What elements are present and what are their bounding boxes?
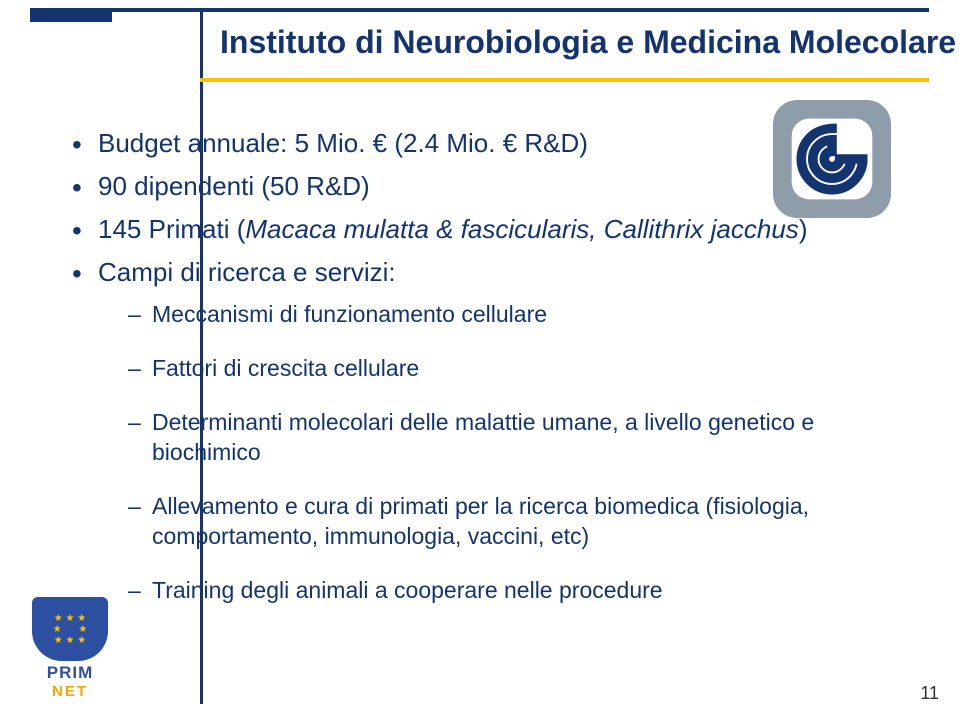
sub-bullet: Allevamento e cura di primati per la ric…	[128, 492, 899, 552]
eu-stars-icon: ★ ★ ★★ ★★ ★ ★	[32, 597, 108, 661]
logo-text-top: PRIM	[24, 663, 116, 683]
left-accent	[30, 8, 112, 22]
bullet-text: 90 dipendenti (50 R&D)	[98, 171, 370, 201]
footer-logo: ★ ★ ★★ ★★ ★ ★ PRIM NET	[24, 597, 116, 700]
content-area: Budget annuale: 5 Mio. € (2.4 Mio. € R&D…	[70, 126, 899, 630]
top-rule	[30, 8, 929, 12]
sub-bullet: Training degli animali a cooperare nelle…	[128, 576, 899, 606]
sub-bullet: Meccanismi di funzionamento cellulare	[128, 300, 899, 330]
bullet-text: Campi di ricerca e servizi:	[98, 257, 396, 287]
stars-glyph: ★ ★ ★★ ★★ ★ ★	[53, 613, 88, 646]
bullet-budget: Budget annuale: 5 Mio. € (2.4 Mio. € R&D…	[70, 126, 899, 161]
bullet-employees: 90 dipendenti (50 R&D)	[70, 169, 899, 204]
bullet-suffix: )	[799, 214, 808, 244]
title-underline	[200, 78, 929, 82]
bullet-italic: Macaca mulatta & fascicularis, Callithri…	[245, 214, 798, 244]
bullet-prefix: 145 Primati (	[98, 214, 245, 244]
page-number: 11	[920, 683, 939, 704]
bullet-primates: 145 Primati (Macaca mulatta & fascicular…	[70, 212, 899, 247]
page-title: Instituto di Neurobiologia e Medicina Mo…	[220, 24, 956, 61]
sub-bullet: Fattori di crescita cellulare	[128, 354, 899, 384]
logo-text-bottom: NET	[24, 683, 116, 700]
sub-bullet-list: Meccanismi di funzionamento cellulare Fa…	[128, 300, 899, 605]
bullet-list: Budget annuale: 5 Mio. € (2.4 Mio. € R&D…	[70, 126, 899, 606]
sub-bullet: Determinanti molecolari delle malattie u…	[128, 408, 899, 468]
bullet-fields: Campi di ricerca e servizi: Meccanismi d…	[70, 255, 899, 605]
bullet-text: Budget annuale: 5 Mio. € (2.4 Mio. € R&D…	[98, 128, 588, 158]
